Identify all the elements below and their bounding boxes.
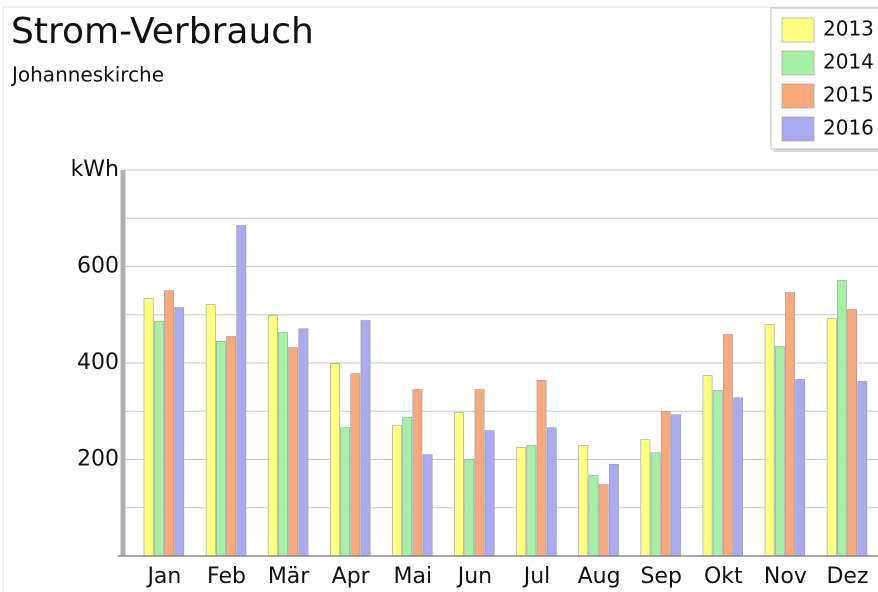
bar [722,334,733,557]
x-tick-label: Okt [704,564,743,589]
bar [143,298,154,557]
bar [847,309,857,557]
bar [546,427,557,557]
x-tick-label: Jul [522,564,551,589]
bar [795,379,806,557]
bar [608,464,619,557]
bar [516,447,527,557]
bar [764,324,775,557]
bar [454,412,464,557]
bar [826,318,837,557]
legend-swatch [781,50,815,76]
bar [785,292,795,557]
x-tick-label: Mär [268,564,310,589]
bar [526,445,537,557]
bar [329,363,340,557]
legend-label: 2016 [823,116,874,140]
x-tick-label: Feb [207,564,246,589]
x-tick-label: Aug [578,564,621,589]
bar [712,390,723,557]
x-tick-label: Dez [826,564,868,589]
legend-swatch [781,17,815,43]
bar [392,425,402,557]
bar [350,373,361,557]
bar [298,328,309,557]
legend-label: 2014 [823,50,874,74]
chart-title: Strom-Verbrauch [11,11,314,52]
bar [536,380,547,557]
bar [422,454,433,557]
bar [340,427,350,557]
bar [588,475,599,557]
legend-label: 2015 [823,83,874,107]
x-tick-label: Nov [764,564,807,589]
bar [598,484,609,557]
legend-swatch [781,116,815,142]
bar [205,304,216,557]
bar [153,321,164,557]
y-tick-label: 400 [77,350,119,375]
bar [484,430,495,557]
bar [774,346,785,557]
y-tick-label: kWh [71,157,119,182]
bar [278,332,288,557]
x-tick-label: Jan [145,564,181,589]
chart-subtitle: Johanneskirche [10,63,164,87]
y-tick-label: 600 [77,254,119,279]
bar [640,439,651,557]
bar [474,389,485,557]
bar [402,417,413,557]
bar [216,340,226,557]
bar [464,459,475,557]
bar [164,290,174,557]
bar [857,381,868,557]
bar [671,414,681,557]
bar [660,411,671,557]
bar [578,445,589,557]
bar [226,336,236,557]
legend-swatch [781,83,815,109]
y-tick-label: 200 [77,447,119,472]
bar [174,307,185,557]
bar [288,347,299,557]
bar [236,225,247,557]
x-tick-label: Sep [640,564,681,589]
bar [733,397,743,557]
bar [836,280,847,557]
bar [360,320,371,557]
bar [650,452,661,557]
x-tick-label: Jun [456,564,492,589]
bar [267,315,278,557]
bar [412,389,423,557]
bar [702,375,713,557]
x-tick-label: Apr [332,564,371,589]
x-tick-label: Mai [394,564,433,589]
legend-label: 2013 [823,17,874,41]
